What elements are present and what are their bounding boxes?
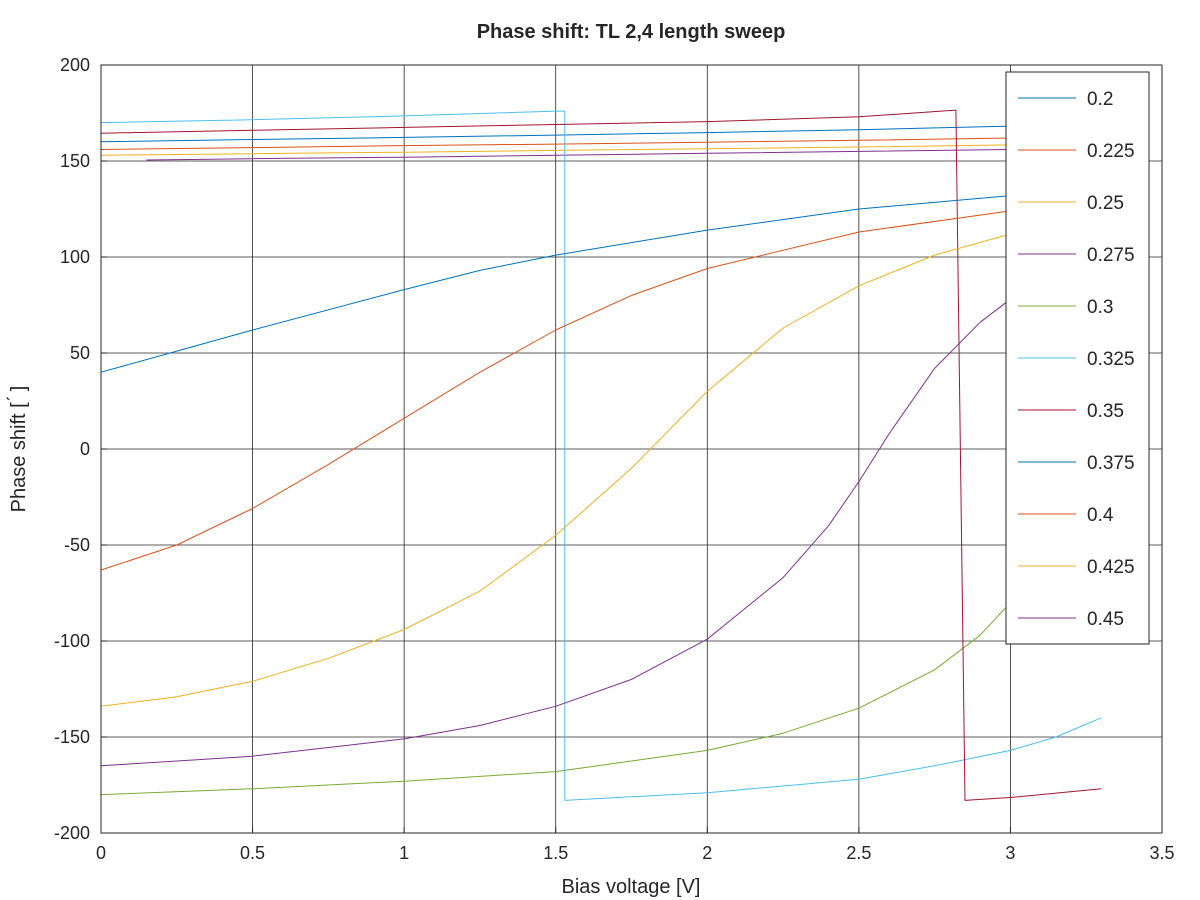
legend: 0.2 0.225 0.25 0.275 0.3 0.325 0.35 0.375 0.4 0.4…: [1005, 71, 1150, 645]
y-tick-label: -150: [54, 727, 90, 747]
series-line-0.225: [100, 135, 1102, 150]
x-tick-label: 3.5: [1149, 843, 1174, 863]
series-line-0.45: [100, 256, 1102, 767]
series-line-0.25: [100, 143, 1102, 156]
legend-label: 0.225: [1087, 141, 1135, 162]
series-line-0.275: [146, 147, 1102, 161]
y-tick-label: -200: [54, 823, 90, 843]
series-layer: [100, 109, 1102, 801]
x-axis-label: Bias voltage [V]: [562, 876, 701, 898]
legend-label: 0.275: [1087, 245, 1135, 266]
y-tick-label: 150: [60, 151, 90, 171]
series-line-0.325: [100, 110, 1102, 801]
y-tick-label: 50: [70, 343, 90, 363]
legend-label: 0.2: [1087, 89, 1113, 110]
x-tick-label: 2: [702, 843, 712, 863]
x-tick-label: 0: [96, 843, 106, 863]
x-tick-label: 1.5: [543, 843, 568, 863]
legend-label: 0.375: [1087, 453, 1135, 474]
series-line-0.425: [100, 216, 1102, 707]
axis-ticks: 0 0.5 1 1.5 2 2.5 3 3.5 200 150 100 50 0 -50 -100 -150 -…: [54, 55, 1175, 863]
series-line-0.35: [100, 109, 1102, 801]
series-line-0.2: [100, 122, 1102, 143]
legend-label: 0.3: [1087, 297, 1113, 318]
x-tick-label: 1: [399, 843, 409, 863]
y-axis-label: Phase shift [ ́ ]: [7, 386, 30, 513]
series-line-0.4: [100, 198, 1102, 571]
y-tick-label: -50: [64, 535, 90, 555]
y-tick-label: 0: [80, 439, 90, 459]
legend-label: 0.45: [1087, 609, 1124, 630]
y-tick-label: 200: [60, 55, 90, 75]
chart-title: Phase shift: TL 2,4 length sweep: [477, 21, 786, 43]
y-tick-label: -100: [54, 631, 90, 651]
x-tick-label: 2.5: [846, 843, 871, 863]
legend-label: 0.35: [1087, 401, 1124, 422]
legend-label: 0.4: [1087, 505, 1114, 526]
series-line-0.375: [100, 189, 1102, 373]
x-tick-label: 0.5: [240, 843, 265, 863]
y-tick-label: 100: [60, 247, 90, 267]
legend-label: 0.325: [1087, 349, 1135, 370]
legend-label: 0.425: [1087, 557, 1135, 578]
legend-label: 0.25: [1087, 193, 1124, 214]
x-tick-label: 3: [1005, 843, 1015, 863]
